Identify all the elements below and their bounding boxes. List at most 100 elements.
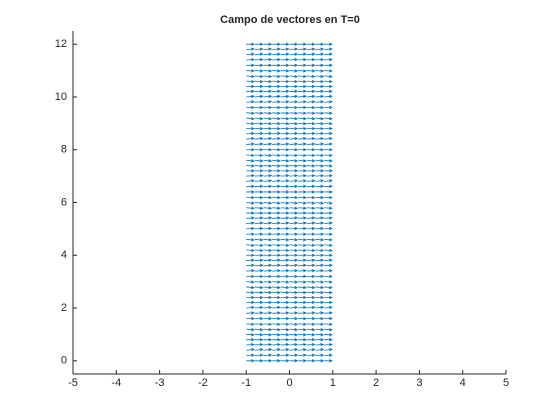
arrow <box>298 328 307 332</box>
arrow <box>315 290 325 295</box>
arrow <box>272 63 281 67</box>
arrow <box>263 206 273 210</box>
arrow <box>298 116 307 121</box>
arrow <box>246 89 255 93</box>
arrow <box>246 232 255 236</box>
arrow <box>272 353 281 357</box>
arrow <box>315 226 325 231</box>
arrow <box>306 111 316 115</box>
arrow <box>289 74 299 79</box>
arrow <box>246 111 255 115</box>
arrow <box>263 116 273 121</box>
arrow <box>324 353 333 357</box>
arrow <box>246 263 255 267</box>
arrow <box>254 338 264 342</box>
y-tick-label: 10 <box>55 91 67 103</box>
arrow <box>263 285 273 290</box>
x-tick-label: -3 <box>155 377 165 389</box>
arrow <box>254 136 264 141</box>
arrow <box>272 226 281 231</box>
arrow <box>315 126 325 131</box>
arrow <box>272 74 281 79</box>
arrow <box>272 359 281 363</box>
arrow <box>315 232 325 236</box>
arrow <box>324 69 333 73</box>
arrow <box>306 338 316 342</box>
arrow <box>280 131 290 136</box>
arrow <box>298 269 307 273</box>
arrow <box>324 116 333 121</box>
arrow <box>289 305 299 310</box>
arrow <box>263 201 273 205</box>
arrow <box>263 148 273 152</box>
arrow <box>306 211 316 215</box>
arrow <box>280 248 290 253</box>
arrow <box>263 243 273 247</box>
arrow <box>254 285 264 290</box>
arrow <box>246 58 255 62</box>
arrow <box>315 100 325 104</box>
arrow <box>246 300 255 305</box>
arrow <box>254 79 264 84</box>
arrow <box>246 131 255 136</box>
arrow <box>298 274 307 279</box>
x-tick-label: -2 <box>198 377 208 389</box>
arrow <box>246 328 255 332</box>
arrow <box>306 248 316 253</box>
arrow <box>289 316 299 321</box>
arrow <box>298 190 307 194</box>
arrow <box>254 342 264 347</box>
arrow <box>306 201 316 205</box>
arrow <box>324 338 333 342</box>
arrow <box>272 89 281 93</box>
arrow <box>246 348 255 352</box>
arrow <box>315 195 325 200</box>
arrow <box>272 122 281 126</box>
arrow <box>324 47 333 51</box>
arrow <box>306 300 316 305</box>
arrow <box>324 179 333 183</box>
arrow <box>315 174 325 178</box>
arrow <box>324 295 333 300</box>
arrow <box>324 348 333 352</box>
y-tick-label: 12 <box>55 38 67 50</box>
arrow <box>315 274 325 279</box>
arrow <box>306 105 316 110</box>
arrow <box>298 248 307 253</box>
arrow <box>315 211 325 215</box>
arrow <box>306 52 316 56</box>
arrow <box>272 238 281 242</box>
arrow <box>263 211 273 215</box>
arrow <box>254 300 264 305</box>
arrow <box>246 333 255 337</box>
arrow <box>272 100 281 104</box>
arrow <box>324 221 333 225</box>
arrow <box>246 290 255 295</box>
arrow <box>272 311 281 315</box>
arrow <box>306 190 316 194</box>
arrow <box>263 263 273 267</box>
arrow <box>246 342 255 347</box>
arrow <box>289 47 299 51</box>
arrow <box>246 136 255 141</box>
arrow <box>280 263 290 267</box>
arrow <box>254 201 264 205</box>
arrow <box>289 42 299 46</box>
arrow <box>315 353 325 357</box>
arrow <box>254 348 264 352</box>
arrow <box>315 248 325 253</box>
arrow <box>324 280 333 284</box>
arrow <box>289 131 299 136</box>
arrow <box>298 126 307 131</box>
arrow <box>315 69 325 73</box>
arrow <box>254 190 264 194</box>
arrow <box>272 221 281 225</box>
arrow <box>289 79 299 84</box>
arrow <box>289 211 299 215</box>
arrow <box>315 184 325 188</box>
arrow <box>254 322 264 326</box>
arrow <box>298 58 307 62</box>
arrow <box>289 243 299 247</box>
arrow <box>306 47 316 51</box>
arrow <box>254 116 264 121</box>
